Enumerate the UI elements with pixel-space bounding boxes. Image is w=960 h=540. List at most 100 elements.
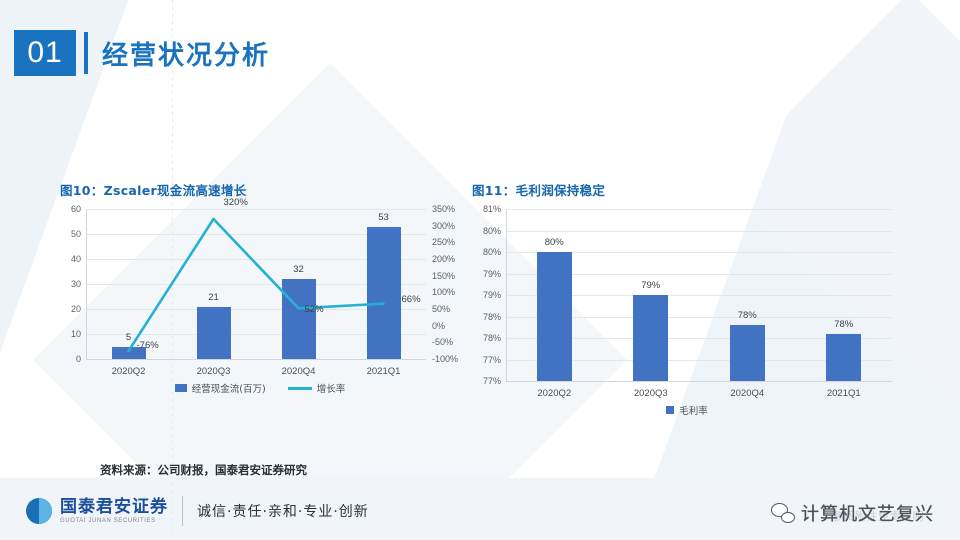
x-axis-category-label: 2021Q1 xyxy=(366,366,401,377)
y-axis-tick-label: 81% xyxy=(482,204,501,214)
bar-value-label: 53 xyxy=(378,211,389,223)
y-axis-tick-label: 30 xyxy=(70,279,81,289)
footer-logo-block: 国泰君安证券 GUOTAI JUNAN SECURITIES 诚信·责任·亲和·… xyxy=(26,496,369,526)
bar xyxy=(536,252,572,381)
bar xyxy=(729,325,765,381)
y-axis-secondary-tick-label: 300% xyxy=(432,220,456,231)
bar-value-label: 80% xyxy=(544,237,564,248)
y-axis-line xyxy=(506,209,507,381)
gridline xyxy=(86,209,426,210)
y-axis-secondary-tick-label: 350% xyxy=(432,204,456,214)
y-axis-tick-label: 60 xyxy=(70,204,81,214)
x-axis-category-label: 2021Q1 xyxy=(826,388,861,399)
gridline xyxy=(506,252,892,253)
y-axis-tick-label: 77% xyxy=(482,376,501,386)
gridline xyxy=(506,209,892,210)
bar xyxy=(633,295,669,381)
wechat-icon xyxy=(771,503,795,523)
page-title: 经营状况分析 xyxy=(102,40,271,71)
y-axis-tick-label: 77% xyxy=(482,354,501,365)
y-axis-tick-label: 0 xyxy=(75,354,81,364)
x-axis-category-label: 2020Q3 xyxy=(196,366,231,377)
logo-text-block: 国泰君安证券 GUOTAI JUNAN SECURITIES xyxy=(60,496,168,524)
y-axis-tick-label: 80% xyxy=(482,225,501,236)
x-axis-category-label: 2020Q3 xyxy=(633,388,668,399)
header-rule xyxy=(84,32,88,74)
watermark-block: 计算机文艺复兴 xyxy=(771,500,934,526)
legend-item-gross-margin: 毛利率 xyxy=(666,403,708,417)
y-axis-secondary-tick-label: 250% xyxy=(432,237,456,248)
line-value-label: 66% xyxy=(401,293,421,305)
logo-divider xyxy=(182,496,183,526)
chart-legend-cashflow: 经营现金流(百万) 增长率 xyxy=(60,381,460,395)
y-axis-secondary-tick-label: 0% xyxy=(432,320,446,331)
y-axis-line xyxy=(86,209,87,359)
bar-value-label: 78% xyxy=(834,318,854,330)
x-axis-category-label: 2020Q2 xyxy=(537,388,572,399)
x-axis-line xyxy=(506,381,892,382)
logo-name-cn: 国泰君安证券 xyxy=(60,496,168,517)
gridline xyxy=(86,309,426,310)
plot-area-margin: 81% 80% 80% 79% 79% 78% 78% 77% 77% 80% 2020Q2 79% 2… xyxy=(483,204,892,399)
chart-title-margin: 图11：毛利润保持稳定 xyxy=(472,183,606,198)
y-axis-tick-label: 78% xyxy=(482,333,501,343)
legend-label: 增长率 xyxy=(316,384,346,395)
gridline xyxy=(506,359,892,361)
source-note: 资料来源：公司财报，国泰君安证券研究 xyxy=(100,463,307,477)
chart-title-cashflow: 图10：Zscaler现金流高速增长 xyxy=(60,183,247,198)
gridline xyxy=(506,338,892,339)
y-axis-tick-label: 50 xyxy=(70,229,81,239)
background-dotted-divider xyxy=(172,0,173,540)
gridline xyxy=(86,234,426,235)
legend-label: 毛利率 xyxy=(679,406,708,417)
gridline xyxy=(86,259,426,260)
y-axis-secondary-tick-label: -50% xyxy=(432,337,454,348)
legend-item-operating-cashflow: 经营现金流(百万) xyxy=(174,381,266,395)
watermark-label: 计算机文艺复兴 xyxy=(801,504,934,525)
bar xyxy=(281,279,316,359)
chart-legend-margin: 毛利率 xyxy=(472,403,902,417)
bar-value-label: 32 xyxy=(293,264,304,275)
bar xyxy=(196,306,231,359)
x-axis-category-label: 2020Q2 xyxy=(111,366,146,377)
gridline xyxy=(506,273,892,275)
y-axis-tick-label: 79% xyxy=(482,268,501,279)
y-axis-secondary-tick-label: 150% xyxy=(432,270,456,281)
y-axis-tick-label: 20 xyxy=(70,304,81,314)
y-axis-secondary-tick-label: 50% xyxy=(432,304,451,314)
line-value-label: 52% xyxy=(304,304,324,316)
x-axis-category-label: 2020Q4 xyxy=(281,366,316,377)
slide-header: 01 经营状况分析 xyxy=(14,30,270,76)
x-axis-category-label: 2020Q4 xyxy=(730,388,765,399)
logo-name-en: GUOTAI JUNAN SECURITIES xyxy=(60,517,156,524)
growth-rate-line xyxy=(127,217,385,353)
x-axis-line xyxy=(86,359,426,360)
gridline xyxy=(86,334,426,335)
company-slogan: 诚信·责任·亲和·专业·创新 xyxy=(197,504,369,520)
gridline xyxy=(506,295,892,296)
bar xyxy=(366,226,401,359)
bar-value-label: 21 xyxy=(208,291,219,303)
y-axis-secondary-tick-label: 200% xyxy=(432,254,456,264)
square-swatch-icon xyxy=(666,406,675,414)
y-axis-tick-label: 40 xyxy=(70,254,81,264)
gridline xyxy=(506,316,892,318)
chart-panel-margin: 图11：毛利润保持稳定 81% 80% 80% 79% 79% 78% 78% 77% 77% 8… xyxy=(472,180,902,417)
guotai-junan-logo-icon xyxy=(26,498,52,524)
chart-panel-cashflow: 图10：Zscaler现金流高速增长 60 50 40 30 20 10 0 5 2020Q2 2… xyxy=(60,180,460,395)
section-number-badge: 01 xyxy=(14,30,76,76)
y-axis-secondary-tick-label: -100% xyxy=(432,354,459,364)
y-axis-tick-label: 80% xyxy=(482,247,501,257)
y-axis-tick-label: 10 xyxy=(70,329,81,339)
gridline xyxy=(506,230,892,232)
y-axis-secondary-tick-label: 100% xyxy=(432,287,456,298)
bar xyxy=(826,333,862,381)
y-axis-tick-label: 78% xyxy=(482,311,501,322)
bar-value-label: 79% xyxy=(641,280,661,291)
bar xyxy=(111,346,146,359)
background-bottom-band xyxy=(0,478,960,540)
line-value-label: -76% xyxy=(136,340,159,351)
y-axis-tick-label: 79% xyxy=(482,290,501,300)
gridline xyxy=(86,284,426,285)
